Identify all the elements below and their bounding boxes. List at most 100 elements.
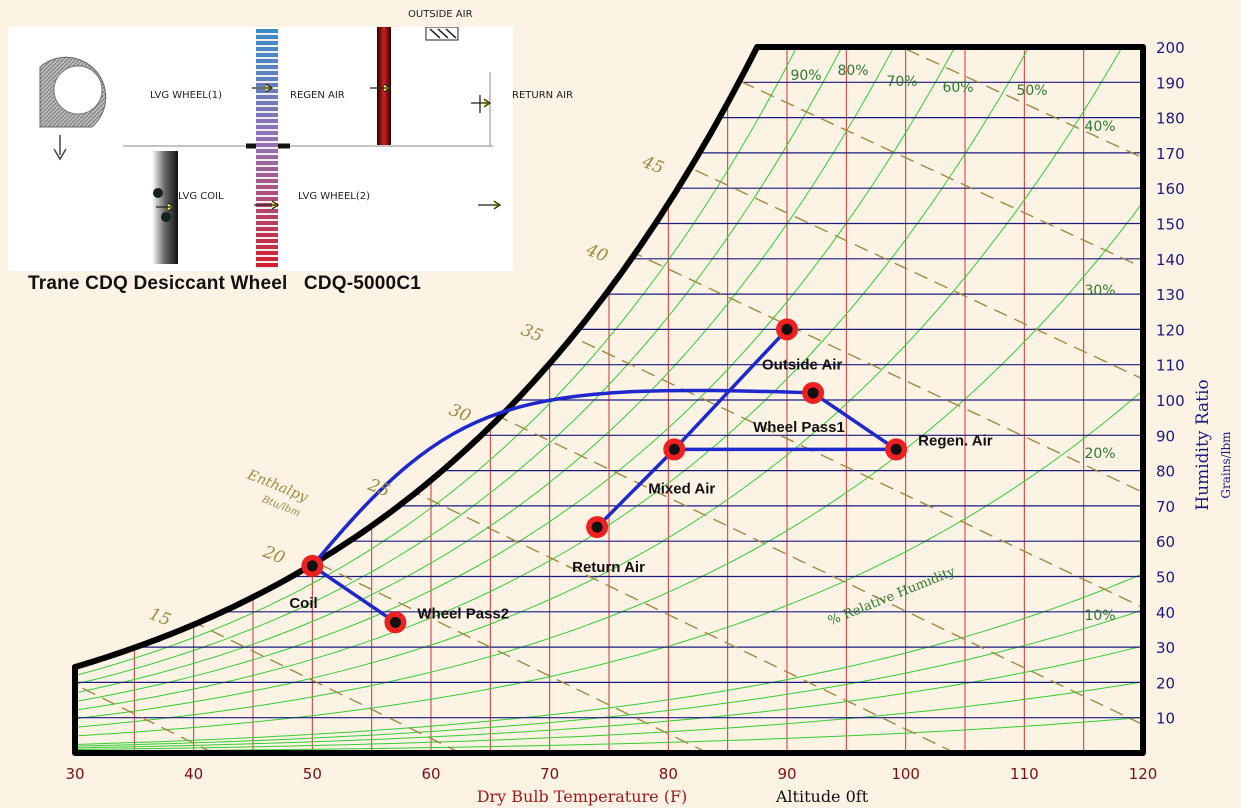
state-point-center: [781, 323, 793, 335]
wheel-gap: [256, 39, 278, 41]
rh-curve: [75, 47, 895, 685]
y-tick-label: 190: [1156, 74, 1185, 92]
wheel-segment: [256, 173, 278, 177]
wheel-gap: [256, 111, 278, 113]
wheel-segment: [256, 71, 278, 75]
rh-curve: [75, 389, 1143, 737]
enthalpy-value-label: 15: [146, 604, 174, 631]
wheel-gap: [256, 75, 278, 77]
wheel-gap: [256, 123, 278, 125]
rh-curve: [75, 609, 1143, 747]
wheel-gap: [256, 171, 278, 173]
state-point-center: [306, 560, 318, 572]
x-tick-label: 90: [777, 765, 796, 783]
wheel-gap: [256, 249, 278, 251]
rh-curve: [75, 47, 954, 694]
rh-curve: [75, 201, 1143, 728]
wheel-gap: [256, 261, 278, 263]
rh-axis-label: % Relative Humidity: [826, 564, 958, 629]
wheel-segment: [256, 191, 278, 195]
y-tick-label: 80: [1156, 463, 1175, 481]
y-tick-label: 30: [1156, 639, 1175, 657]
x-axis-label: Dry Bulb Temperature (F): [477, 787, 688, 806]
enthalpy-value-label: 40: [582, 240, 611, 267]
wheel-gap: [256, 153, 278, 155]
wheel-segment: [256, 47, 278, 51]
wheel-segment: [256, 215, 278, 219]
rh-curve: [75, 47, 1143, 720]
wheel-gap: [256, 135, 278, 137]
x-tick-label: 110: [1010, 765, 1039, 783]
lvg-wheel1-label: LVG WHEEL(1): [150, 90, 223, 101]
wheel-segment: [256, 35, 278, 39]
wheel-segment: [256, 131, 278, 135]
state-point-label: Coil: [289, 595, 317, 612]
flow-arrow-icon: [370, 83, 392, 93]
humidity-ratio-grid: [75, 81, 1143, 719]
y-tick-label: 160: [1156, 180, 1185, 198]
wheel-gap: [256, 45, 278, 47]
state-point-center: [890, 443, 902, 455]
wheel-segment: [256, 149, 278, 153]
wheel-segment: [256, 143, 278, 147]
wheel-gap: [256, 213, 278, 215]
wheel-segment: [256, 161, 278, 165]
wheel-gap: [256, 129, 278, 131]
wheel-gap: [256, 147, 278, 149]
enthalpy-line: [75, 47, 956, 753]
y-tick-label: 180: [1156, 110, 1185, 128]
wheel-gap: [256, 141, 278, 143]
flow-arrow-icon: [471, 95, 492, 113]
y-tick-label: 90: [1156, 427, 1175, 445]
enthalpy-value-label: 45: [638, 152, 666, 179]
wheel-segment: [256, 77, 278, 81]
wheel-gap: [256, 33, 278, 35]
process-line: [812, 391, 898, 451]
rh-curve: [75, 681, 1143, 751]
wheel-segment: [256, 197, 278, 201]
y-axis-label: Humidity Ratio: [1193, 379, 1213, 510]
wheel-gap: [256, 81, 278, 83]
wheel-gap: [256, 243, 278, 245]
x-tick-label: 100: [891, 765, 920, 783]
flow-arrow-icon: [254, 200, 280, 210]
down-arrow-icon: [53, 135, 67, 161]
wheel-gap: [256, 219, 278, 221]
x-tick-label: 50: [303, 765, 322, 783]
y-tick-label: 60: [1156, 533, 1175, 551]
y-tick-label: 200: [1156, 39, 1185, 57]
wheel-gap: [256, 231, 278, 233]
wheel-gap: [256, 51, 278, 53]
y-tick-label: 50: [1156, 569, 1175, 587]
wheel-gap: [256, 225, 278, 227]
wheel-segment: [256, 227, 278, 231]
wheel-segment: [256, 239, 278, 243]
wheel-gap: [256, 93, 278, 95]
wheel-segment: [256, 185, 278, 189]
saturation-boundary: [72, 44, 1146, 756]
saturation-curve: [72, 44, 1146, 756]
regen-air-label: REGEN AIR: [290, 90, 345, 101]
wheel-segment: [256, 251, 278, 255]
wheel-gap: [256, 189, 278, 191]
rh-label: 20%: [1084, 446, 1115, 462]
schematic-caption: Trane CDQ Desiccant Wheel CDQ-5000C1: [28, 273, 422, 294]
x-tick-label: 120: [1129, 765, 1158, 783]
y-tick-label: 110: [1156, 357, 1185, 375]
y-tick-label: 40: [1156, 604, 1175, 622]
wheel-segment: [256, 257, 278, 261]
wheel-schematic: LVG WHEEL(1) REGEN AIR LVG COIL LVG WHEE…: [8, 26, 513, 271]
y-tick-label: 120: [1156, 321, 1185, 339]
x-tick-label: 70: [540, 765, 559, 783]
rh-label: 60%: [942, 80, 973, 96]
return-air-label: RETURN AIR: [512, 90, 574, 101]
flow-arrow-icon: [478, 200, 502, 210]
altitude-label: Altitude 0ft: [775, 787, 869, 806]
lvg-wheel2-label: LVG WHEEL(2): [298, 191, 371, 202]
outside-air-label: OUTSIDE AIR: [408, 9, 473, 20]
wheel-gap: [256, 105, 278, 107]
enthalpy-line: [440, 47, 1143, 753]
y-axis-unit: Grains/lbm: [1219, 431, 1233, 499]
rh-curve: [75, 47, 1096, 711]
state-point-label: Mixed Air: [648, 480, 715, 497]
